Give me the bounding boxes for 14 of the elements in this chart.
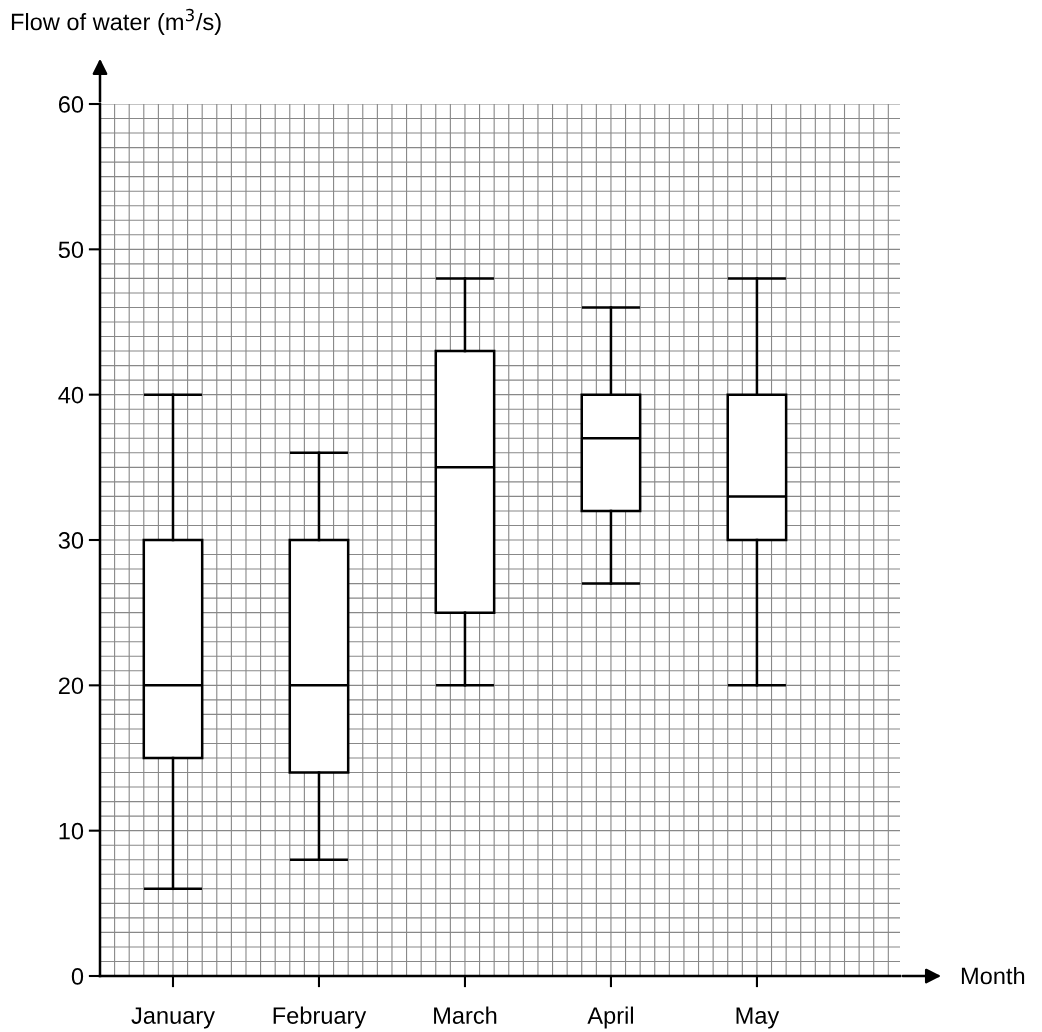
- y-tick-label: 60: [58, 96, 84, 113]
- x-tick-label: January: [131, 1007, 215, 1029]
- y-axis-title: Flow of water (m$^{3}$/s): [11, 8, 221, 35]
- y-tick-label: 10: [59, 822, 84, 840]
- y-tick-label: 20: [58, 677, 84, 695]
- y-tick-label: 40: [58, 386, 84, 404]
- y-tick-label: 50: [58, 241, 84, 259]
- x-tick-label: February: [273, 1006, 367, 1029]
- y-tick-label: 0: [71, 968, 84, 985]
- x-axis-title: Month: [961, 966, 1025, 985]
- y-tick-label: 30: [58, 532, 84, 549]
- x-tick-label: May: [736, 1007, 780, 1029]
- x-tick-label: March: [434, 1006, 497, 1024]
- x-tick-label: April: [587, 1006, 633, 1029]
